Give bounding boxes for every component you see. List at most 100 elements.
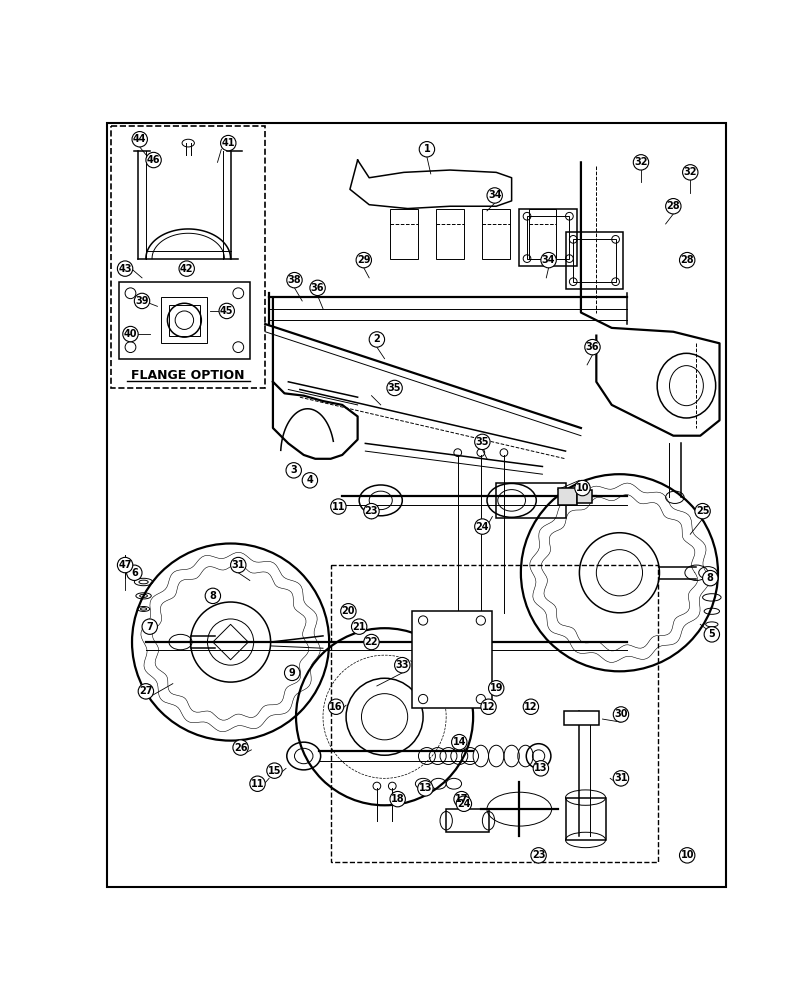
- Bar: [526, 216, 569, 259]
- Circle shape: [138, 684, 153, 699]
- Text: 38: 38: [287, 275, 301, 285]
- Circle shape: [540, 252, 556, 268]
- Text: 32: 32: [683, 167, 696, 177]
- Circle shape: [679, 252, 694, 268]
- Circle shape: [328, 699, 343, 714]
- Bar: [557, 488, 577, 505]
- Bar: [330, 565, 657, 862]
- Circle shape: [612, 771, 628, 786]
- Circle shape: [250, 776, 265, 791]
- Text: 11: 11: [331, 502, 345, 512]
- Text: 20: 20: [341, 606, 354, 616]
- Text: 22: 22: [364, 637, 378, 647]
- Text: 13: 13: [534, 763, 547, 773]
- Circle shape: [522, 699, 538, 714]
- Circle shape: [488, 681, 504, 696]
- Bar: [528, 209, 556, 259]
- Bar: [564, 798, 605, 840]
- Circle shape: [230, 557, 246, 573]
- Text: 8: 8: [706, 573, 713, 583]
- Circle shape: [127, 565, 142, 580]
- Circle shape: [134, 293, 149, 309]
- Text: 32: 32: [633, 157, 647, 167]
- Bar: [389, 209, 417, 259]
- Text: 47: 47: [118, 560, 131, 570]
- Circle shape: [533, 761, 548, 776]
- Circle shape: [285, 463, 301, 478]
- Text: 10: 10: [575, 483, 589, 493]
- Circle shape: [284, 665, 299, 681]
- Circle shape: [351, 619, 367, 634]
- Bar: [496, 483, 564, 518]
- Text: 39: 39: [135, 296, 148, 306]
- Text: 12: 12: [523, 702, 537, 712]
- Bar: [411, 611, 491, 708]
- Text: 8: 8: [209, 591, 216, 601]
- Circle shape: [219, 303, 234, 319]
- Circle shape: [694, 503, 710, 519]
- Bar: [519, 209, 577, 266]
- Bar: [573, 239, 615, 282]
- Text: 34: 34: [541, 255, 555, 265]
- Text: 24: 24: [475, 522, 488, 532]
- Circle shape: [453, 791, 469, 807]
- Text: 9: 9: [289, 668, 295, 678]
- Circle shape: [703, 627, 719, 642]
- Circle shape: [633, 155, 648, 170]
- Text: 10: 10: [680, 850, 693, 860]
- Text: 15: 15: [268, 766, 281, 776]
- Bar: [564, 232, 623, 289]
- Text: 30: 30: [613, 709, 627, 719]
- Circle shape: [456, 796, 471, 811]
- Text: 42: 42: [180, 264, 193, 274]
- Circle shape: [389, 791, 405, 807]
- Circle shape: [682, 165, 697, 180]
- Text: 27: 27: [139, 686, 152, 696]
- Bar: [118, 282, 250, 359]
- Text: 36: 36: [585, 342, 599, 352]
- Circle shape: [679, 848, 694, 863]
- Circle shape: [584, 339, 599, 355]
- Text: 13: 13: [418, 783, 431, 793]
- Text: 29: 29: [357, 255, 370, 265]
- Circle shape: [286, 272, 302, 288]
- Circle shape: [146, 152, 161, 168]
- Text: 41: 41: [221, 138, 234, 148]
- Circle shape: [132, 132, 148, 147]
- Text: 36: 36: [311, 283, 324, 293]
- Bar: [445, 809, 488, 832]
- Text: 23: 23: [364, 506, 378, 516]
- Bar: [564, 711, 598, 725]
- Circle shape: [118, 557, 133, 573]
- Circle shape: [369, 332, 384, 347]
- Circle shape: [302, 473, 317, 488]
- Text: 21: 21: [352, 622, 366, 632]
- Text: 12: 12: [481, 702, 495, 712]
- Text: 26: 26: [234, 743, 247, 753]
- Circle shape: [665, 199, 680, 214]
- Text: 17: 17: [454, 794, 468, 804]
- Text: 45: 45: [220, 306, 234, 316]
- Text: 7: 7: [146, 622, 153, 632]
- Bar: [577, 490, 592, 503]
- Circle shape: [702, 570, 717, 586]
- Circle shape: [487, 188, 502, 203]
- Circle shape: [474, 519, 490, 534]
- Text: 43: 43: [118, 264, 131, 274]
- Circle shape: [574, 480, 590, 496]
- Circle shape: [233, 740, 248, 755]
- Bar: [161, 297, 208, 343]
- Bar: [169, 305, 200, 336]
- Text: 46: 46: [147, 155, 160, 165]
- Text: 44: 44: [133, 134, 146, 144]
- Circle shape: [118, 261, 133, 276]
- Text: 19: 19: [489, 683, 502, 693]
- Circle shape: [267, 763, 281, 778]
- Circle shape: [451, 734, 466, 750]
- Circle shape: [221, 135, 236, 151]
- Circle shape: [480, 699, 496, 714]
- Text: 24: 24: [457, 799, 470, 809]
- Circle shape: [386, 380, 401, 396]
- Circle shape: [330, 499, 345, 514]
- Text: 4: 4: [306, 475, 313, 485]
